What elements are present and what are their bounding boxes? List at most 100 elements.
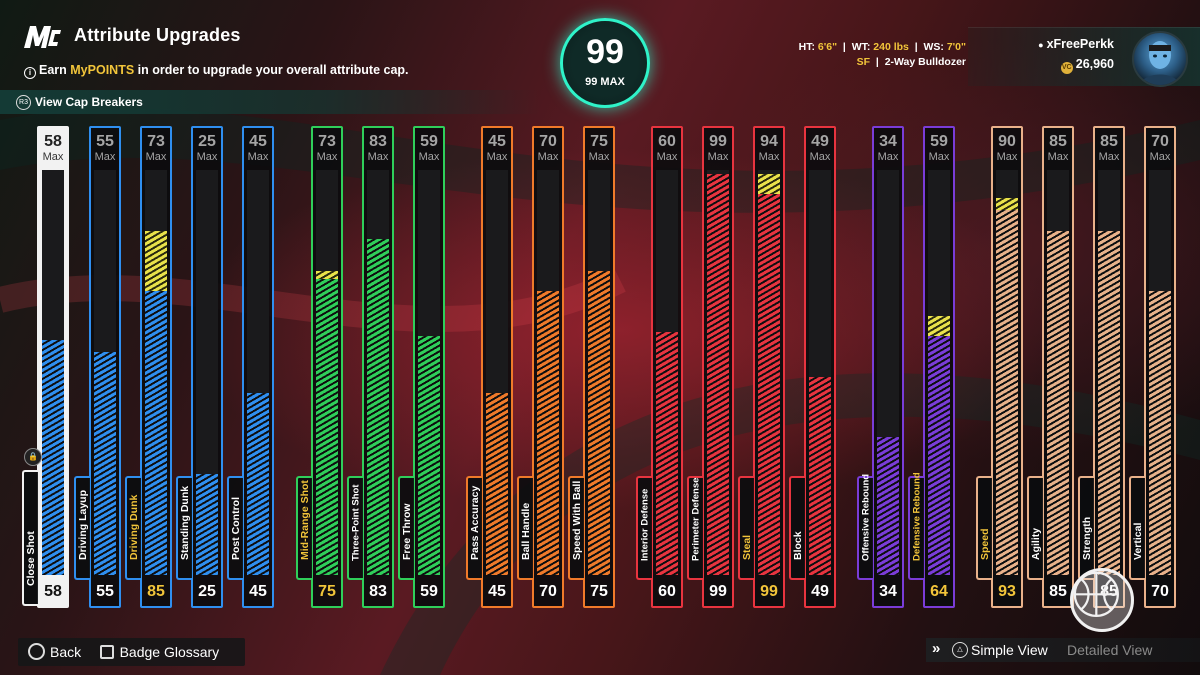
attribute-label-tag: Vertical xyxy=(1129,476,1145,580)
attribute-interior-defense[interactable]: 60 Max 60 xyxy=(651,126,683,608)
attribute-current-value: 25 xyxy=(198,583,216,600)
attribute-fill xyxy=(196,474,218,575)
attribute-current-value: 59 xyxy=(420,583,438,600)
attribute-speed-with-ball[interactable]: 75 Max 75 xyxy=(583,126,615,608)
attribute-fill xyxy=(758,194,780,575)
attribute-driving-layup[interactable]: 55 Max 55 xyxy=(89,126,121,608)
attribute-mid-range-shot[interactable]: 73 Max 75 xyxy=(311,126,343,608)
attribute-current-value: 85 xyxy=(1049,583,1067,600)
attribute-block[interactable]: 49 Max 49 xyxy=(804,126,836,608)
player-bio: HT: 6'6" | WT: 240 lbs | WS: 7'0" SF | 2… xyxy=(798,41,966,68)
attribute-driving-dunk[interactable]: 73 Max 85 xyxy=(140,126,172,608)
attribute-max-label: Max xyxy=(809,151,831,163)
attribute-max-label: Max xyxy=(928,151,950,163)
attribute-label-tag: Free Throw xyxy=(398,476,414,580)
attribute-fill xyxy=(877,437,899,575)
double-chevron-icon: » xyxy=(932,640,941,657)
attribute-max-value: 45 xyxy=(488,133,506,150)
attribute-track xyxy=(877,170,899,575)
attribute-max-label: Max xyxy=(707,151,729,163)
attribute-steal[interactable]: 94 Max 99 xyxy=(753,126,785,608)
detailed-view-option[interactable]: Detailed View xyxy=(1067,642,1153,658)
attribute-track xyxy=(588,170,610,575)
attribute-upgrade-fill xyxy=(316,271,338,279)
vc-coin-icon: VC xyxy=(1060,62,1073,74)
attribute-max-value: 55 xyxy=(96,133,114,150)
attribute-name: Close Shot xyxy=(25,531,37,586)
attribute-max-value: 94 xyxy=(760,133,778,150)
attribute-free-throw[interactable]: 59 Max 59 xyxy=(413,126,445,608)
attribute-ball-handle[interactable]: 70 Max 70 xyxy=(532,126,564,608)
basketball-icon[interactable] xyxy=(1070,568,1134,632)
attribute-max-label: Max xyxy=(247,151,269,163)
attribute-track xyxy=(758,170,780,575)
position-value: SF xyxy=(856,56,871,68)
attribute-current-value: 70 xyxy=(539,583,557,600)
attribute-fill xyxy=(537,291,559,575)
lock-icon: 🔒 xyxy=(24,448,42,466)
info-icon: i xyxy=(24,67,36,79)
triangle-button-icon: △ xyxy=(952,642,968,658)
attribute-strength[interactable]: 85 Max 85 xyxy=(1093,126,1125,608)
attribute-perimeter-defense[interactable]: 99 Max 99 xyxy=(702,126,734,608)
attribute-name: Free Throw xyxy=(401,503,413,560)
attribute-label-tag: Offensive Rebound xyxy=(857,474,873,580)
mypoints-highlight: MyPOINTS xyxy=(70,63,135,77)
attribute-label-tag: Defensive Rebound xyxy=(908,472,924,580)
attribute-max-label: Max xyxy=(1047,151,1069,163)
attribute-close-shot[interactable]: 58 Max 58 xyxy=(37,126,69,608)
circle-button-icon xyxy=(28,643,45,660)
attribute-label-tag: Agility xyxy=(1027,476,1043,580)
attribute-max-value: 60 xyxy=(658,133,676,150)
attribute-speed[interactable]: 90 Max 93 xyxy=(991,126,1023,608)
attribute-defensive-rebound[interactable]: 59 Max 64 xyxy=(923,126,955,608)
attribute-label-tag: Driving Dunk xyxy=(125,476,141,580)
attribute-max-label: Max xyxy=(996,151,1018,163)
attribute-offensive-rebound[interactable]: 34 Max 34 xyxy=(872,126,904,608)
attribute-post-control[interactable]: 45 Max 45 xyxy=(242,126,274,608)
wingspan-value: 7'0" xyxy=(946,41,966,53)
attribute-current-value: 45 xyxy=(488,583,506,600)
simple-view-option[interactable]: Simple View xyxy=(971,642,1048,658)
attribute-max-label: Max xyxy=(94,151,116,163)
attribute-current-value: 85 xyxy=(147,583,165,600)
archetype-value: 2-Way Bulldozer xyxy=(884,56,966,68)
attribute-fill xyxy=(418,336,440,575)
attribute-vertical[interactable]: 70 Max 70 xyxy=(1144,126,1176,608)
attribute-current-value: 75 xyxy=(318,583,336,600)
attribute-name: Speed xyxy=(979,528,991,560)
attribute-fill xyxy=(809,377,831,575)
attribute-three-point-shot[interactable]: 83 Max 83 xyxy=(362,126,394,608)
back-button[interactable]: Back xyxy=(28,638,81,666)
attribute-fill xyxy=(316,279,338,575)
attribute-label-tag: Standing Dunk xyxy=(176,476,192,580)
attribute-agility[interactable]: 85 Max 85 xyxy=(1042,126,1074,608)
badge-glossary-button[interactable]: Badge Glossary xyxy=(99,638,219,666)
page-title: Attribute Upgrades xyxy=(74,25,241,45)
attribute-max-value: 75 xyxy=(590,133,608,150)
attribute-max-value: 70 xyxy=(539,133,557,150)
attribute-track xyxy=(418,170,440,575)
attribute-max-label: Max xyxy=(418,151,440,163)
view-cap-breakers-button[interactable]: R3 View Cap Breakers xyxy=(0,90,540,114)
attribute-current-value: 99 xyxy=(760,583,778,600)
footer-controls: Back Badge Glossary xyxy=(18,638,246,666)
attribute-pass-accuracy[interactable]: 45 Max 45 xyxy=(481,126,513,608)
attribute-fill xyxy=(42,340,64,575)
attribute-max-label: Max xyxy=(758,151,780,163)
view-toggle: » △ Simple View Detailed View xyxy=(926,638,1200,662)
player-avatar xyxy=(1132,31,1188,87)
attribute-track xyxy=(247,170,269,575)
attribute-name: Ball Handle xyxy=(520,502,532,560)
attribute-current-value: 99 xyxy=(709,583,727,600)
r3-button-icon: R3 xyxy=(16,95,31,110)
attribute-max-value: 25 xyxy=(198,133,216,150)
attribute-track xyxy=(42,170,64,575)
attribute-name: Driving Layup xyxy=(77,489,89,560)
attribute-label-tag: Three-Point Shot xyxy=(347,476,363,580)
attribute-current-value: 49 xyxy=(811,583,829,600)
attribute-max-value: 59 xyxy=(420,133,438,150)
attribute-standing-dunk[interactable]: 25 Max 25 xyxy=(191,126,223,608)
attribute-upgrade-fill xyxy=(996,198,1018,210)
attribute-fill xyxy=(486,393,508,575)
